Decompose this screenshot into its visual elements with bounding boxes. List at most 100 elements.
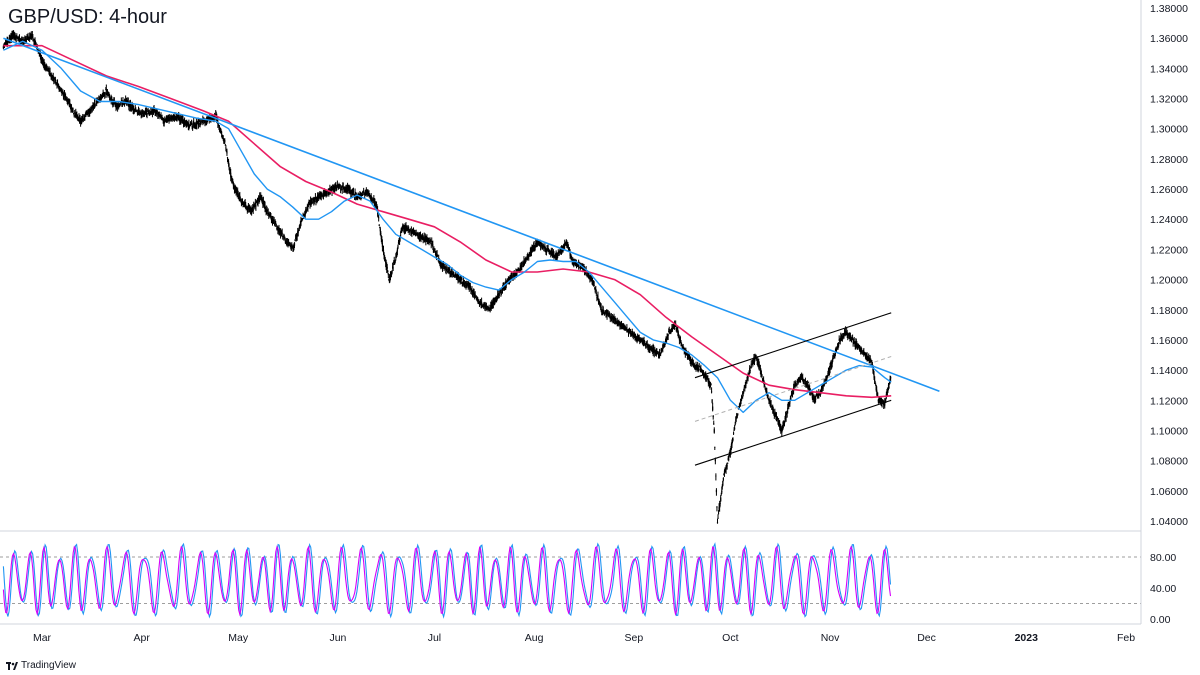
candle-body — [689, 357, 691, 361]
candle-body — [342, 186, 344, 188]
candle-body — [320, 193, 322, 196]
candle-body — [868, 357, 870, 361]
candle-body — [817, 395, 819, 397]
candle-body — [422, 236, 424, 241]
candle-body — [147, 110, 149, 113]
candle-body — [426, 240, 429, 242]
candle-body — [326, 190, 328, 194]
candle-body — [635, 338, 637, 340]
candle-body — [70, 106, 73, 109]
candle-body — [298, 229, 300, 231]
candle-body — [424, 240, 426, 242]
candle-body — [211, 115, 213, 121]
candle-body — [569, 255, 572, 257]
candle-body — [229, 169, 231, 171]
candle-body — [696, 367, 698, 369]
candle-body — [349, 190, 351, 193]
candle-body — [432, 244, 434, 246]
candle-body — [111, 96, 113, 99]
candle-body — [499, 291, 501, 292]
candle-body — [888, 380, 891, 384]
candle-body — [661, 350, 663, 351]
candle-body — [619, 325, 622, 327]
candle-body — [476, 297, 478, 301]
candle-body — [357, 196, 359, 198]
candle-body — [861, 352, 863, 354]
candle-body — [679, 338, 681, 340]
candle-body — [52, 75, 54, 77]
candle-body — [149, 111, 151, 114]
candle-body — [151, 111, 154, 114]
candle-body — [7, 40, 9, 44]
candle-body — [311, 199, 313, 201]
candle-body — [246, 206, 248, 210]
candle-body — [338, 184, 341, 187]
candle-body — [138, 113, 141, 115]
candle-body — [717, 517, 719, 519]
candle-body — [676, 328, 678, 330]
candle-body — [489, 309, 491, 311]
candle-body — [78, 117, 80, 119]
candle-body — [329, 188, 331, 190]
candle-body — [269, 216, 271, 218]
candle-body — [236, 188, 238, 191]
candle-body — [609, 316, 611, 318]
candle-body — [672, 326, 674, 328]
candle-body — [826, 375, 828, 378]
candle-body — [701, 369, 703, 372]
candle-body — [25, 38, 28, 40]
candle-body — [348, 187, 350, 189]
candle-body — [360, 193, 363, 195]
candle-body — [884, 400, 886, 402]
candle-body — [678, 335, 680, 337]
candle-body — [261, 198, 263, 202]
candle-body — [710, 391, 713, 393]
candle-body — [84, 116, 86, 118]
candle-body — [829, 365, 831, 370]
candle-body — [480, 304, 482, 306]
price-tick-label: 1.24000 — [1150, 214, 1188, 226]
candle-body — [715, 489, 718, 493]
candle-body — [451, 270, 453, 275]
candle-body — [454, 276, 456, 278]
candle-body — [332, 187, 334, 189]
candle-body — [174, 116, 177, 120]
candle-body — [290, 246, 292, 250]
candle-body — [721, 485, 723, 488]
candle-body — [811, 393, 813, 394]
candle-body — [164, 119, 166, 121]
candle-body — [744, 385, 746, 387]
candle-body — [529, 254, 531, 256]
candle-body — [860, 347, 862, 353]
stochastic-axis: 80.00 40.00 0.00 — [1150, 552, 1176, 626]
candle-body — [270, 216, 272, 219]
candle-body — [313, 200, 315, 203]
candle-body — [120, 102, 122, 104]
candle-body — [151, 110, 153, 112]
candle-body — [571, 258, 573, 260]
candle-body — [396, 252, 398, 255]
candle-body — [854, 341, 856, 344]
candle-body — [628, 329, 630, 331]
candle-body — [71, 109, 74, 113]
candle-body — [174, 114, 176, 118]
candle-body — [448, 268, 451, 271]
tradingview-brand[interactable]: TradingView — [6, 660, 76, 671]
candle-body — [130, 107, 133, 109]
candle-body — [590, 276, 593, 279]
candle-body — [526, 257, 528, 259]
candle-body — [704, 376, 706, 378]
candle-body — [677, 329, 679, 333]
price-panel — [2, 30, 940, 524]
candle-body — [663, 342, 665, 346]
candle-body — [245, 207, 247, 209]
price-tick-label: 1.20000 — [1150, 275, 1188, 287]
candle-body — [566, 240, 568, 246]
candle-body — [323, 191, 326, 195]
candle-body — [700, 368, 702, 372]
candle-body — [394, 260, 396, 262]
candle-body — [825, 376, 827, 381]
candle-body — [103, 92, 105, 96]
candle-body — [432, 249, 434, 250]
